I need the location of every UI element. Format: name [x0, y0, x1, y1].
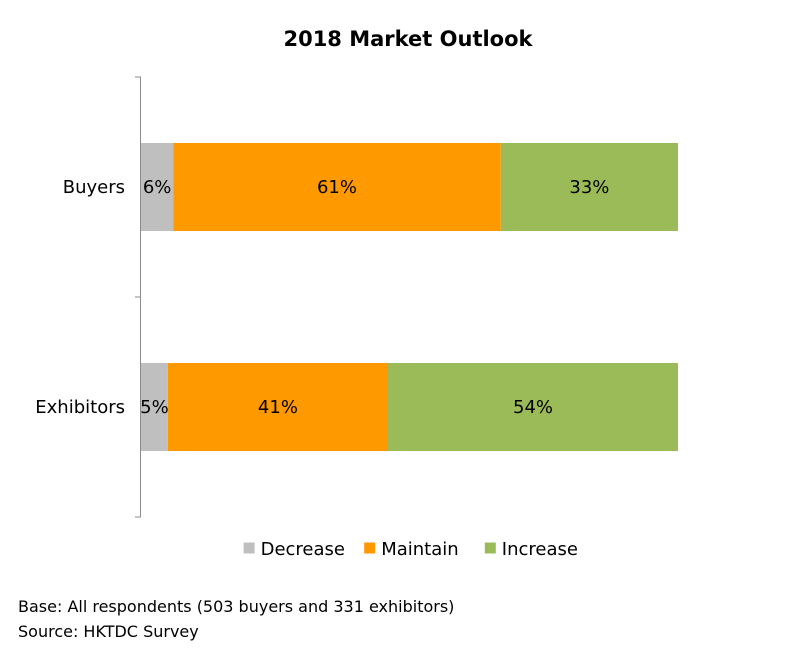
base-note: Base: All respondents (503 buyers and 33… [18, 597, 455, 616]
legend-label: Maintain [381, 539, 458, 560]
category-label: Buyers [63, 177, 125, 198]
data-label: 6% [143, 177, 172, 198]
legend: Decrease Maintain Increase [243, 539, 578, 560]
bar-segment-maintain [173, 143, 501, 231]
category-axis: Buyers Exhibitors [35, 76, 141, 518]
data-label: 33% [569, 177, 609, 198]
bar-segment-increase [500, 143, 678, 231]
data-label: 5% [140, 397, 169, 418]
legend-swatch [364, 542, 376, 554]
legend-swatch [484, 542, 496, 554]
data-label: 41% [258, 397, 298, 418]
source-note: Source: HKTDC Survey [18, 622, 199, 641]
bar-segment-decrease [141, 363, 168, 451]
legend-label: Increase [502, 539, 578, 560]
category-label: Exhibitors [35, 397, 125, 418]
legend-swatch [243, 542, 255, 554]
bar-segment-increase [388, 363, 678, 451]
data-label: 61% [317, 177, 357, 198]
data-labels: 6% 61% 33% 5% 41% 54% [140, 177, 609, 418]
legend-label: Decrease [261, 539, 345, 560]
bar-segment-decrease [141, 143, 174, 231]
bars [141, 143, 678, 451]
bar-segment-maintain [167, 363, 389, 451]
data-label: 54% [513, 397, 553, 418]
chart-title: 2018 Market Outlook [283, 27, 533, 51]
